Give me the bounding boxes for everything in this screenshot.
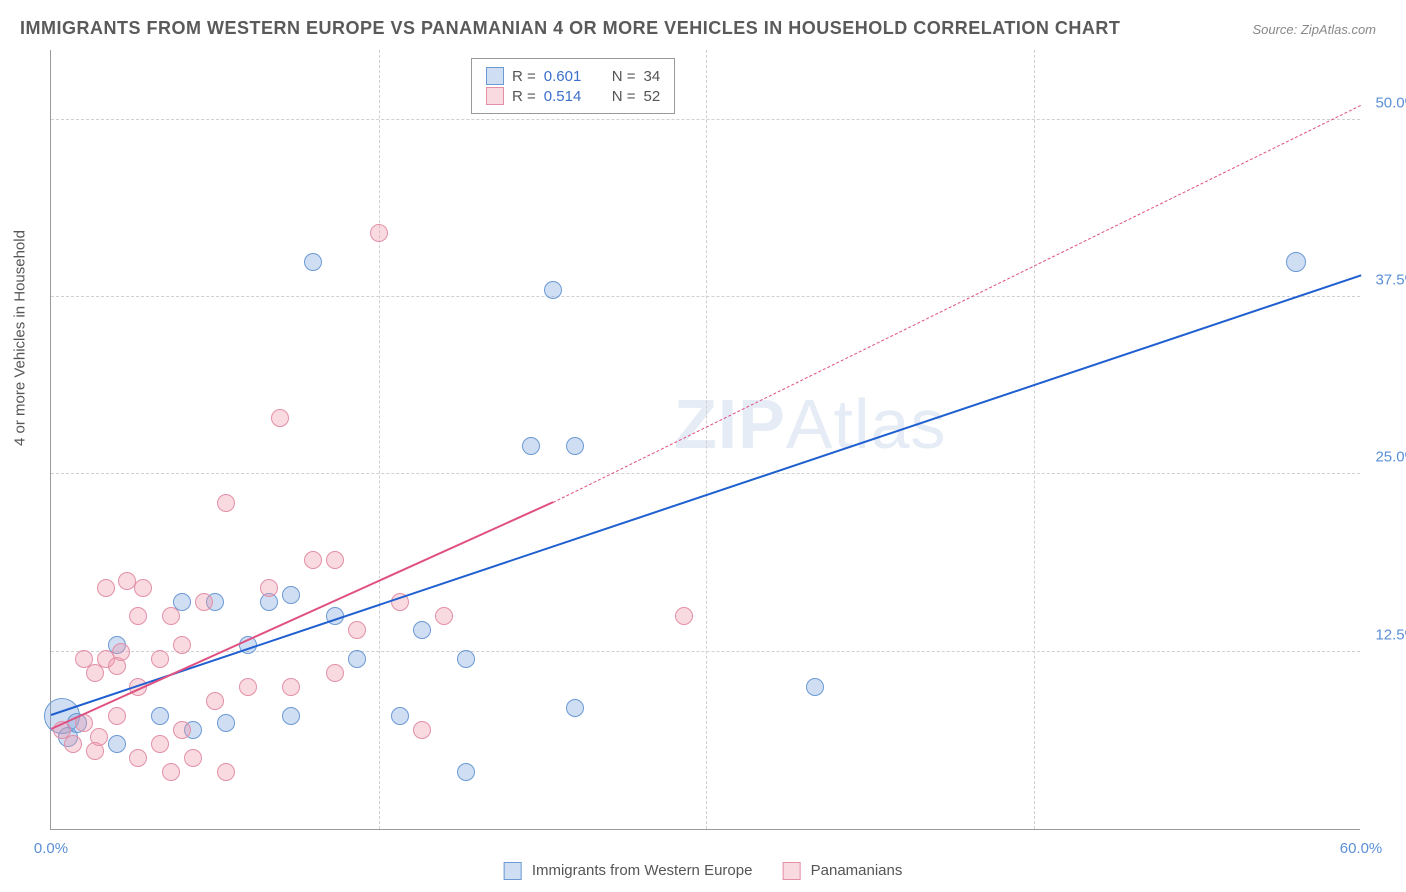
data-point <box>151 650 169 668</box>
data-point <box>162 763 180 781</box>
legend-bottom: Immigrants from Western Europe Panamania… <box>504 862 903 880</box>
scatter-plot-area: ZIPAtlas 12.5%25.0%37.5%50.0%0.0%60.0%R … <box>50 50 1360 830</box>
chart-title: IMMIGRANTS FROM WESTERN EUROPE VS PANAMA… <box>20 18 1120 39</box>
x-tick-label: 60.0% <box>1340 840 1383 857</box>
legend-row: R = 0.601 N = 34 <box>486 67 660 85</box>
data-point <box>413 621 431 639</box>
data-point <box>326 551 344 569</box>
data-point <box>304 551 322 569</box>
legend-swatch-icon <box>486 87 504 105</box>
data-point <box>348 621 366 639</box>
trend-line <box>553 105 1361 503</box>
data-point <box>806 678 824 696</box>
data-point <box>370 224 388 242</box>
data-point <box>1286 252 1306 272</box>
data-point <box>391 707 409 725</box>
data-point <box>675 607 693 625</box>
trend-line <box>51 501 554 730</box>
watermark-thin: Atlas <box>786 385 947 463</box>
data-point <box>206 692 224 710</box>
y-tick-label: 37.5% <box>1375 272 1406 289</box>
data-point <box>112 643 130 661</box>
r-label: R = <box>512 68 536 85</box>
data-point <box>151 735 169 753</box>
gridline-vertical <box>379 50 380 829</box>
data-point <box>282 586 300 604</box>
data-point <box>134 579 152 597</box>
n-value: 34 <box>644 68 661 85</box>
data-point <box>97 579 115 597</box>
data-point <box>90 728 108 746</box>
data-point <box>566 437 584 455</box>
data-point <box>435 607 453 625</box>
legend-item-series-b: Panamanians <box>782 862 902 880</box>
data-point <box>108 735 126 753</box>
y-tick-label: 12.5% <box>1375 626 1406 643</box>
gridline-vertical <box>1034 50 1035 829</box>
legend-swatch-icon <box>782 862 800 880</box>
y-tick-label: 25.0% <box>1375 449 1406 466</box>
r-value: 0.601 <box>544 68 594 85</box>
y-tick-label: 50.0% <box>1375 94 1406 111</box>
legend-label: Panamanians <box>811 862 903 879</box>
data-point <box>173 721 191 739</box>
y-axis-label: 4 or more Vehicles in Household <box>12 230 29 446</box>
r-label: R = <box>512 88 536 105</box>
data-point <box>195 593 213 611</box>
data-point <box>162 607 180 625</box>
data-point <box>304 253 322 271</box>
data-point <box>348 650 366 668</box>
legend-swatch-icon <box>486 67 504 85</box>
data-point <box>217 714 235 732</box>
x-tick-label: 0.0% <box>34 840 68 857</box>
data-point <box>457 763 475 781</box>
n-value: 52 <box>644 88 661 105</box>
n-label: N = <box>612 68 636 85</box>
data-point <box>173 636 191 654</box>
data-point <box>282 678 300 696</box>
data-point <box>184 749 202 767</box>
data-point <box>413 721 431 739</box>
data-point <box>108 707 126 725</box>
legend-label: Immigrants from Western Europe <box>532 862 753 879</box>
data-point <box>217 763 235 781</box>
watermark: ZIPAtlas <box>674 384 947 464</box>
data-point <box>239 678 257 696</box>
data-point <box>282 707 300 725</box>
legend-swatch-icon <box>504 862 522 880</box>
data-point <box>457 650 475 668</box>
data-point <box>326 664 344 682</box>
r-value: 0.514 <box>544 88 594 105</box>
legend-row: R = 0.514 N = 52 <box>486 87 660 105</box>
data-point <box>64 735 82 753</box>
data-point <box>271 409 289 427</box>
data-point <box>260 579 278 597</box>
data-point <box>151 707 169 725</box>
source-attribution: Source: ZipAtlas.com <box>1252 22 1376 37</box>
legend-item-series-a: Immigrants from Western Europe <box>504 862 753 880</box>
data-point <box>522 437 540 455</box>
n-label: N = <box>612 88 636 105</box>
data-point <box>566 699 584 717</box>
gridline-vertical <box>706 50 707 829</box>
legend-correlation: R = 0.601 N = 34 R = 0.514 N = 52 <box>471 58 675 114</box>
data-point <box>544 281 562 299</box>
data-point <box>129 607 147 625</box>
data-point <box>217 494 235 512</box>
data-point <box>129 749 147 767</box>
